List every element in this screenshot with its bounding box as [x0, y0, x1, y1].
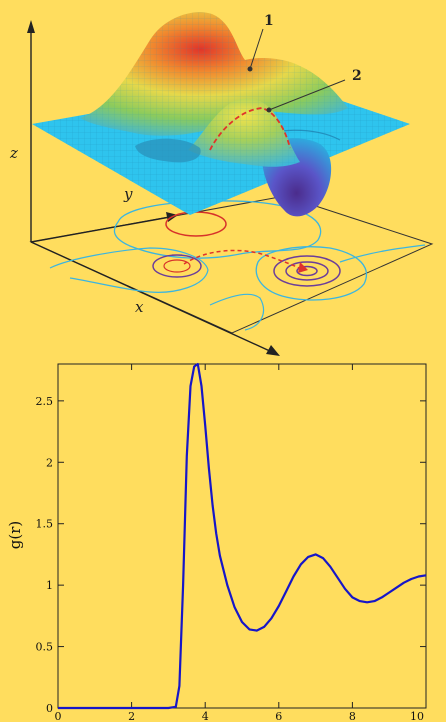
- marker-1-leader: [249, 28, 264, 70]
- contour-purple-right-3: [296, 265, 318, 277]
- axis-y-label: y: [123, 185, 133, 203]
- series-line: [58, 362, 427, 710]
- y-tick-label: 1: [46, 579, 53, 592]
- z-axis-arrow: [27, 20, 35, 33]
- x-tick-label: 4: [202, 710, 209, 722]
- contour-purple-left: [152, 254, 202, 278]
- floor-contours: [49, 200, 426, 331]
- marker-1-label: 1: [264, 13, 274, 29]
- contour-cyan-long: [209, 293, 265, 331]
- contour-purple-right-2: [285, 261, 329, 281]
- y-axis-label: g(r): [6, 521, 24, 549]
- reaction-path-surface: [209, 107, 291, 151]
- y-tick-label: 2: [46, 456, 53, 469]
- x-tick-label: 10: [410, 710, 424, 722]
- contour-cyan-right: [255, 246, 368, 301]
- reaction-path-arrow: [298, 262, 308, 273]
- x-tick-label: 8: [349, 710, 356, 722]
- y-ticks: 0 0.5 1 1.5 2 2.5: [36, 395, 426, 715]
- x-axis-arrow: [266, 345, 280, 356]
- y-tick-label: 1.5: [36, 518, 54, 531]
- y-tick-label: 0: [46, 702, 53, 715]
- marker-2-leader: [268, 79, 346, 111]
- floor-plane: [29, 195, 434, 334]
- x-tick-label: 6: [275, 710, 282, 722]
- y-axis-line: [30, 216, 171, 243]
- y-tick-label: 2.5: [36, 395, 54, 408]
- axis-z-label: z: [9, 144, 18, 162]
- axis-x-label: x: [135, 298, 144, 316]
- x-axis-line: [30, 241, 273, 353]
- contour-red-left: [163, 259, 191, 273]
- y-tick-label: 0.5: [36, 641, 54, 654]
- marker-2-label: 2: [352, 68, 362, 84]
- reaction-path-projection: [183, 249, 304, 271]
- gr-chart: 0 0.5 1 1.5 2 2.5 0 2 4 6 8 10 g(r): [6, 362, 427, 722]
- x-tick-label: 2: [128, 710, 135, 722]
- contour-purple-right-1: [273, 255, 341, 287]
- contour-cyan-left: [49, 247, 209, 293]
- contour-cyan-edge: [339, 244, 426, 263]
- chart-frame: [57, 363, 427, 709]
- x-ticks: 0 2 4 6 8 10: [55, 364, 427, 722]
- x-tick-label: 0: [55, 710, 62, 722]
- surface-plot: 1 2 z y x: [9, 12, 434, 356]
- contour-red-top: [165, 211, 227, 237]
- surface-peak-secondary-mesh: [188, 98, 300, 167]
- surface-depression-left: [135, 138, 201, 163]
